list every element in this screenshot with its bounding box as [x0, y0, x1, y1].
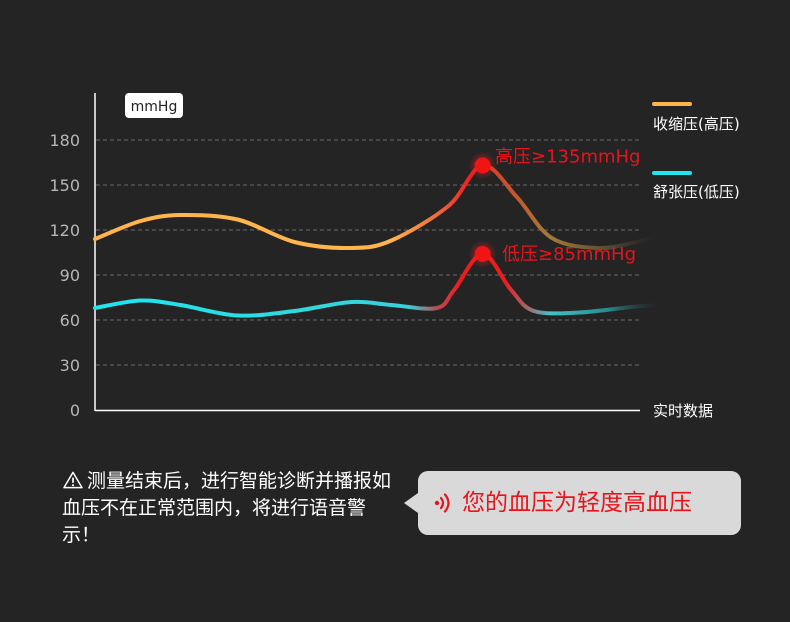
y-axis-ticks: 0 30 60 90 120 150 180: [49, 131, 80, 420]
sound-wave-icon: [434, 493, 450, 513]
diastolic-series-line: [93, 251, 667, 318]
notice-text: 测量结束后，进行智能诊断并播报如血压不在正常范围内，将进行语音警示！: [62, 470, 392, 546]
voice-alert-bubble: 您的血压为轻度高血压: [404, 471, 741, 535]
unit-label: mmHg: [131, 99, 178, 115]
y-tick-label: 90: [60, 266, 80, 285]
legend-diastolic-label: 舒张压(低压): [653, 183, 740, 201]
y-tick-label: 180: [49, 131, 80, 150]
peak-label: 高压≥135mmHg: [495, 147, 640, 168]
y-tick-label: 60: [60, 311, 80, 330]
y-tick-label: 150: [49, 176, 80, 195]
measurement-notice: 测量结束后，进行智能诊断并播报如血压不在正常范围内，将进行语音警示！: [62, 468, 402, 549]
bubble-tail: [404, 493, 418, 513]
y-tick-label: 120: [49, 221, 80, 240]
peak-label: 低压≥85mmHg: [502, 244, 636, 265]
peak-markers: 高压≥135mmHg 低压≥85mmHg: [468, 147, 640, 268]
legend: 收缩压(高压) 舒张压(低压): [652, 102, 740, 201]
y-tick-label: 0: [70, 401, 80, 420]
peak-point: [474, 157, 491, 174]
warning-icon: [63, 471, 83, 489]
legend-systolic-label: 收缩压(高压): [653, 115, 740, 133]
systolic-series-line: [93, 163, 667, 251]
voice-alert-text: 您的血压为轻度高血压: [462, 490, 692, 516]
y-tick-label: 30: [60, 356, 80, 375]
unit-badge: mmHg: [125, 93, 183, 118]
x-axis-label: 实时数据: [653, 402, 713, 420]
peak-point: [474, 246, 491, 262]
